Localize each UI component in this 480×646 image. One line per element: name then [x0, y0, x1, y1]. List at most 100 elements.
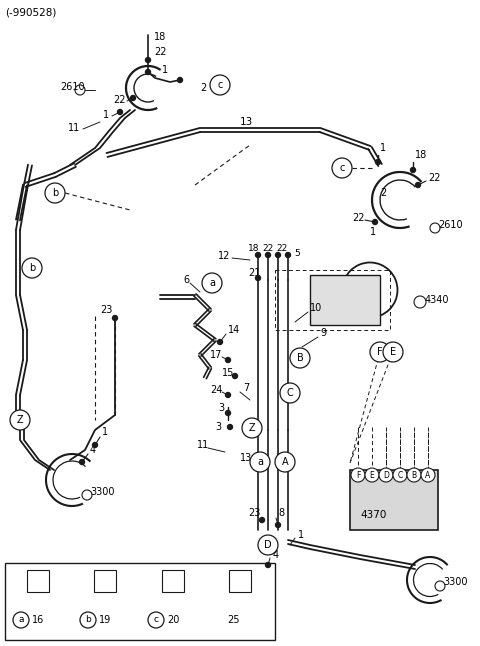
Text: E: E [390, 347, 396, 357]
Circle shape [22, 258, 42, 278]
Text: 24: 24 [210, 385, 222, 395]
Text: 1: 1 [103, 110, 109, 120]
Circle shape [280, 383, 300, 403]
Bar [229, 570, 251, 592]
Bar [162, 570, 184, 592]
Text: 22: 22 [276, 244, 287, 253]
Text: 22: 22 [262, 244, 273, 253]
Text: 17: 17 [210, 350, 222, 360]
Circle shape [13, 612, 29, 628]
Circle shape [228, 424, 232, 430]
Text: 1: 1 [102, 427, 108, 437]
Circle shape [80, 459, 84, 464]
Text: C: C [397, 470, 403, 479]
Bar [94, 570, 116, 592]
Text: a: a [209, 278, 215, 288]
Text: 2: 2 [200, 83, 206, 93]
Text: 2610: 2610 [60, 82, 84, 92]
Text: 3: 3 [218, 403, 224, 413]
Text: 22: 22 [352, 213, 364, 223]
Circle shape [275, 452, 295, 472]
Circle shape [217, 340, 223, 344]
Circle shape [45, 183, 65, 203]
Text: 11: 11 [68, 123, 80, 133]
Circle shape [145, 57, 151, 63]
Text: 3300: 3300 [90, 487, 115, 497]
Circle shape [365, 468, 379, 482]
Text: 3300: 3300 [443, 577, 468, 587]
Text: (-990528): (-990528) [5, 7, 56, 17]
Text: a: a [257, 457, 263, 467]
Circle shape [145, 70, 151, 74]
Text: 19: 19 [99, 615, 111, 625]
Circle shape [131, 96, 135, 101]
Bar [350, 470, 438, 530]
Circle shape [379, 468, 393, 482]
Text: b: b [85, 616, 91, 625]
Text: 18: 18 [248, 244, 260, 253]
Circle shape [372, 220, 377, 225]
Circle shape [421, 468, 435, 482]
Circle shape [80, 612, 96, 628]
Text: 9: 9 [320, 328, 326, 338]
Text: A: A [425, 470, 431, 479]
Circle shape [375, 160, 381, 165]
Bar [310, 275, 380, 325]
Text: 7: 7 [243, 383, 249, 393]
Circle shape [118, 110, 122, 114]
Text: b: b [29, 263, 35, 273]
Text: 2610: 2610 [438, 220, 463, 230]
Text: 4: 4 [273, 550, 279, 560]
Circle shape [10, 410, 30, 430]
Text: Z: Z [17, 415, 24, 425]
Text: 8: 8 [278, 508, 284, 518]
Text: D: D [383, 470, 389, 479]
Circle shape [410, 167, 416, 172]
Text: 1: 1 [162, 65, 168, 75]
Circle shape [178, 78, 182, 83]
Text: 11: 11 [197, 440, 209, 450]
Circle shape [112, 315, 118, 320]
Text: 6: 6 [183, 275, 189, 285]
Text: F: F [377, 347, 383, 357]
Text: 1: 1 [370, 227, 376, 237]
Circle shape [250, 452, 270, 472]
Circle shape [332, 158, 352, 178]
Circle shape [210, 75, 230, 95]
Text: 20: 20 [167, 615, 180, 625]
Text: 16: 16 [32, 615, 44, 625]
Text: 4340: 4340 [425, 295, 449, 305]
Text: 25: 25 [227, 615, 240, 625]
Text: E: E [370, 470, 374, 479]
Text: c: c [217, 80, 223, 90]
Circle shape [148, 612, 164, 628]
Text: 14: 14 [228, 325, 240, 335]
Circle shape [383, 342, 403, 362]
Text: 4370: 4370 [360, 510, 386, 520]
Text: 1: 1 [380, 143, 386, 153]
Text: 1: 1 [298, 530, 304, 540]
Text: 13: 13 [240, 117, 253, 127]
Circle shape [286, 253, 290, 258]
Circle shape [226, 393, 230, 397]
Circle shape [416, 183, 420, 187]
Text: 13: 13 [240, 453, 252, 463]
Circle shape [226, 410, 230, 415]
Circle shape [370, 342, 390, 362]
Circle shape [226, 357, 230, 362]
Text: D: D [264, 540, 272, 550]
Text: 22: 22 [428, 173, 441, 183]
Text: 23: 23 [100, 305, 112, 315]
Text: 3: 3 [215, 422, 221, 432]
Text: 12: 12 [218, 251, 230, 261]
Text: A: A [282, 457, 288, 467]
Text: C: C [287, 388, 293, 398]
Text: 23: 23 [248, 508, 260, 518]
Text: 22: 22 [113, 95, 125, 105]
Text: B: B [297, 353, 303, 363]
Circle shape [232, 373, 238, 379]
Text: a: a [18, 616, 24, 625]
Circle shape [260, 517, 264, 523]
Text: 22: 22 [154, 47, 167, 57]
Text: 21: 21 [248, 268, 260, 278]
